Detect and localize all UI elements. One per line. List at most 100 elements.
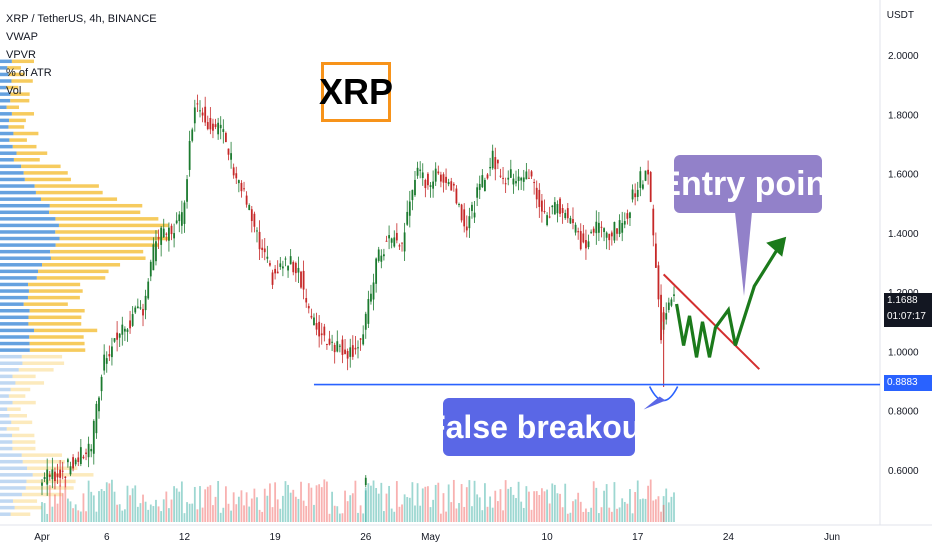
- candle-body: [424, 179, 427, 189]
- volume-bar: [51, 506, 54, 522]
- candle-body: [538, 189, 541, 207]
- x-tick-label: 19: [270, 532, 282, 543]
- volume-bar: [199, 486, 201, 522]
- vpvr-bar-down: [0, 131, 14, 136]
- candle-body: [230, 153, 232, 160]
- volume-bar: [370, 485, 372, 522]
- candle-body: [175, 220, 178, 224]
- vpvr-bar-down: [0, 98, 11, 103]
- volume-bar: [98, 491, 100, 522]
- volume-bar: [281, 495, 284, 522]
- symbol-title[interactable]: XRP / TetherUS, 4h, BINANCE: [6, 13, 157, 25]
- candle-body: [256, 230, 258, 232]
- candle-body: [346, 351, 349, 359]
- volume-bar: [403, 494, 406, 522]
- volume-bar: [186, 502, 188, 522]
- volume-bar: [61, 493, 64, 522]
- volume-bar: [553, 484, 556, 522]
- candle-body: [276, 271, 279, 274]
- candle-body: [310, 315, 313, 318]
- x-tick-label: Jun: [824, 532, 840, 543]
- volume-bar: [445, 511, 447, 522]
- vpvr-bar-up: [10, 387, 31, 392]
- vpvr-bar-down: [0, 256, 51, 260]
- candle-body: [649, 172, 652, 202]
- candle-body: [186, 179, 188, 202]
- volume-bar: [131, 488, 134, 522]
- vpvr-bar-down: [0, 341, 30, 346]
- volume-bar: [595, 487, 598, 522]
- vpvr-bar-down: [0, 59, 12, 64]
- volume-bar: [522, 507, 525, 522]
- candle-body: [69, 466, 72, 475]
- vpvr-bar-down: [0, 210, 50, 215]
- candle-body: [155, 241, 157, 262]
- indicator-atr[interactable]: % of ATR: [6, 67, 52, 79]
- candle-body: [131, 314, 134, 326]
- vpvr-bar-up: [7, 407, 21, 411]
- candle-body: [204, 106, 207, 123]
- volume-bar: [209, 485, 212, 522]
- volume-bar: [673, 492, 675, 522]
- candle-body: [85, 452, 87, 455]
- candle-body: [305, 298, 308, 303]
- candle-body: [507, 177, 510, 180]
- candle-body: [51, 469, 54, 480]
- indicator-vpvr[interactable]: VPVR: [6, 49, 36, 61]
- volume-bar: [642, 498, 644, 522]
- volume-bar: [258, 509, 261, 522]
- volume-bar: [92, 495, 95, 522]
- vpvr-bar-down: [0, 374, 13, 379]
- candle-body: [657, 265, 660, 300]
- candle-body: [595, 221, 598, 234]
- candle-body: [401, 242, 403, 244]
- volume-bar: [333, 505, 336, 522]
- volume-bar: [670, 496, 673, 522]
- candle-body: [445, 176, 447, 183]
- volume-bar: [631, 513, 634, 522]
- candle-body: [530, 171, 533, 177]
- candle-body: [248, 205, 251, 210]
- volume-bar: [54, 494, 56, 522]
- vpvr-bar-up: [49, 203, 143, 208]
- candle-body: [644, 170, 647, 181]
- volume-bar: [424, 486, 427, 522]
- vpvr-bar-down: [0, 105, 7, 110]
- candle-body: [165, 233, 168, 235]
- volume-bar: [349, 495, 352, 522]
- candle-body: [460, 204, 463, 221]
- indicator-vwap[interactable]: VWAP: [6, 31, 38, 43]
- candle-body: [608, 233, 611, 241]
- candle-body: [432, 181, 435, 189]
- candle-body: [471, 204, 473, 212]
- volume-bar: [561, 507, 564, 522]
- volume-bar: [67, 498, 69, 522]
- indicator-vol[interactable]: Vol: [6, 85, 22, 97]
- vpvr-bar-up: [18, 368, 54, 372]
- candle-body: [452, 183, 455, 186]
- volume-bar: [434, 484, 437, 522]
- vpvr-bar-down: [0, 164, 22, 169]
- volume-bar: [574, 499, 577, 522]
- volume-bar: [429, 507, 432, 522]
- candle-body: [227, 148, 230, 155]
- volume-bar: [380, 482, 383, 522]
- candle-body: [660, 294, 662, 341]
- volume-bar: [473, 480, 476, 522]
- candle-body: [496, 159, 499, 164]
- candle-body: [533, 182, 536, 184]
- vpvr-bar-down: [0, 85, 7, 90]
- volume-bar: [535, 491, 538, 522]
- volume-bar: [266, 495, 269, 522]
- volume-bar: [126, 485, 129, 522]
- volume-bar: [245, 492, 248, 522]
- y-tick-label: 1.0000: [888, 347, 919, 358]
- candle-body: [72, 457, 74, 469]
- candle-body: [634, 193, 637, 198]
- volume-bar: [256, 497, 258, 522]
- volume-bar: [406, 497, 409, 522]
- volume-bar: [48, 484, 51, 522]
- vpvr-bar-up: [12, 144, 37, 149]
- candle-body: [618, 220, 621, 234]
